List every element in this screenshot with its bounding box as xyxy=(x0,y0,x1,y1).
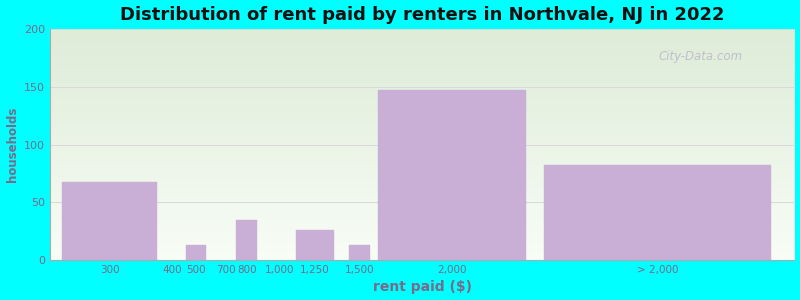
Bar xyxy=(350,245,370,260)
Bar xyxy=(236,220,257,260)
Text: City-Data.com: City-Data.com xyxy=(658,50,742,63)
Bar xyxy=(62,182,158,260)
Title: Distribution of rent paid by renters in Northvale, NJ in 2022: Distribution of rent paid by renters in … xyxy=(120,6,725,24)
Y-axis label: households: households xyxy=(6,107,18,182)
Bar xyxy=(296,230,334,260)
Bar xyxy=(378,90,526,260)
Bar xyxy=(186,245,206,260)
Bar xyxy=(544,165,770,260)
X-axis label: rent paid ($): rent paid ($) xyxy=(373,280,472,294)
